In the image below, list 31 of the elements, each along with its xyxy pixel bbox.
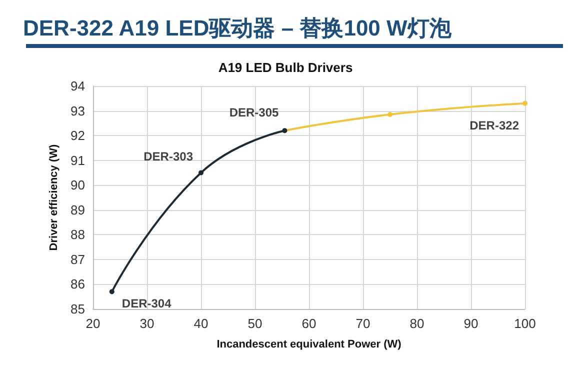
x-tick-label: 50 xyxy=(248,316,262,331)
chart-title: DER-322 A19 LED驱动器 – 替换100 W灯泡 xyxy=(23,16,452,40)
y-tick-label: 92 xyxy=(70,128,85,144)
y-tick-label: 86 xyxy=(70,276,85,292)
x-axis-title: Incandescent equivalent Power (W) xyxy=(216,338,402,350)
y-tick-label: 93 xyxy=(70,103,85,118)
y-tick-label: 87 xyxy=(70,252,85,267)
x-tick-label: 30 xyxy=(140,316,154,331)
annotation: DER-305 xyxy=(229,106,280,120)
x-tick-label: 70 xyxy=(356,316,370,331)
y-tick-label: 90 xyxy=(70,178,85,193)
point xyxy=(388,112,392,117)
y-tick-label: 89 xyxy=(70,202,85,218)
x-tick-label: 60 xyxy=(302,316,316,331)
x-tick-label: 40 xyxy=(194,316,208,331)
y-tick-label: 91 xyxy=(70,152,85,168)
point xyxy=(522,100,528,106)
y-tick-label: 94 xyxy=(70,78,85,94)
point xyxy=(198,170,204,176)
chart-subtitle: A19 LED Bulb Drivers xyxy=(218,60,353,75)
point xyxy=(109,289,114,294)
annotation: DER-303 xyxy=(144,150,194,164)
y-axis-title: Driver efficiency (W) xyxy=(48,144,60,251)
x-tick-label: 80 xyxy=(410,316,424,331)
y-tick-label: 85 xyxy=(70,302,85,316)
x-tick-label: 90 xyxy=(464,316,478,331)
x-tick-label: 100 xyxy=(514,316,536,331)
y-tick-label: 88 xyxy=(70,227,85,242)
x-tick-label: 20 xyxy=(86,316,100,331)
annotation: DER-304 xyxy=(122,296,172,311)
annotation: DER-322 xyxy=(470,118,520,132)
